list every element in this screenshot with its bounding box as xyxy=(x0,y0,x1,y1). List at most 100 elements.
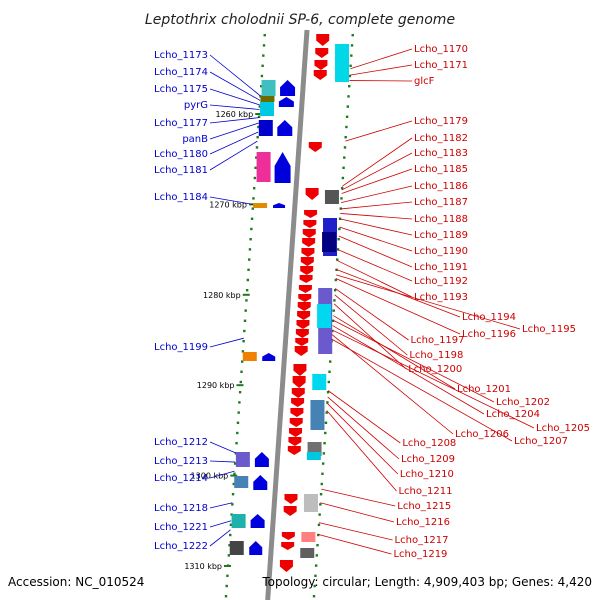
left-rail-dot xyxy=(240,370,243,373)
gene-label[interactable]: Lcho_1209 xyxy=(401,454,455,465)
leader-line xyxy=(326,402,399,475)
leader-line xyxy=(209,122,259,140)
reverse-cds-arrow xyxy=(304,210,318,218)
right-rail-dot xyxy=(331,329,334,333)
gene-label[interactable]: Lcho_1202 xyxy=(496,397,550,408)
gene-label[interactable]: Lcho_1191 xyxy=(414,262,468,273)
gene-label[interactable]: Lcho_1182 xyxy=(414,133,468,144)
gene-label[interactable]: Lcho_1207 xyxy=(514,436,568,447)
right-rail-dot xyxy=(313,584,316,588)
gene-label[interactable]: Lcho_1217 xyxy=(395,535,449,546)
reverse-annotation-block xyxy=(301,532,316,542)
left-rail-dot xyxy=(248,258,251,261)
left-rail-dot xyxy=(257,115,261,118)
gene-label[interactable]: pyrG xyxy=(184,100,208,111)
reverse-cds-arrow xyxy=(301,248,315,257)
right-rail-dot xyxy=(349,64,352,67)
forward-annotation-block xyxy=(258,120,273,136)
gene-label[interactable]: Lcho_1208 xyxy=(402,438,456,449)
gene-label[interactable]: Lcho_1221 xyxy=(154,522,208,533)
right-rail-dot xyxy=(331,319,335,322)
right-rail-dot xyxy=(329,360,332,363)
gene-label[interactable]: Lcho_1216 xyxy=(396,517,450,528)
gene-label[interactable]: Lcho_1179 xyxy=(414,116,468,127)
leader-line xyxy=(341,137,413,187)
gene-label[interactable]: Lcho_1192 xyxy=(414,276,468,287)
reverse-cds-arrow xyxy=(316,34,330,46)
leader-line xyxy=(333,303,407,370)
gene-label[interactable]: Lcho_1218 xyxy=(154,503,208,514)
left-rail-dot xyxy=(227,554,231,557)
right-rail-dot xyxy=(348,85,351,88)
leader-line xyxy=(320,502,395,523)
gene-label[interactable]: Lcho_1186 xyxy=(414,181,468,192)
gene-label[interactable]: Lcho_1171 xyxy=(414,60,468,71)
scale-tick xyxy=(255,113,263,115)
gene-label[interactable]: Lcho_1175 xyxy=(154,84,208,95)
gene-label[interactable]: panB xyxy=(182,134,208,145)
right-rail-dot xyxy=(341,176,345,180)
gene-label[interactable]: Lcho_1201 xyxy=(457,384,511,395)
leader-line xyxy=(335,278,461,335)
gene-label[interactable]: Lcho_1210 xyxy=(400,469,454,480)
right-rail-dot xyxy=(337,238,340,241)
reverse-cds-arrow xyxy=(295,329,309,338)
leader-line xyxy=(327,390,401,444)
gene-labels: Lcho_1173 Lcho_1174 Lcho_1175 pyrG Lcho_1177… xyxy=(154,44,590,560)
gene-label[interactable]: Lcho_1205 xyxy=(536,423,590,434)
gene-label[interactable]: Lcho_1184 xyxy=(154,192,208,203)
reverse-cds-arrow xyxy=(303,220,317,228)
left-rail-dot xyxy=(246,278,250,282)
gene-label[interactable]: Lcho_1200 xyxy=(408,364,462,375)
gene-label[interactable]: Lcho_1199 xyxy=(154,342,208,353)
gene-label[interactable]: Lcho_1187 xyxy=(414,197,468,208)
left-rail-dot xyxy=(242,340,245,343)
gene-label[interactable]: Lcho_1190 xyxy=(414,246,468,257)
reverse-cds-arrow xyxy=(313,70,327,80)
reverse-cds-arrow xyxy=(284,494,298,504)
gene-label[interactable]: Lcho_1194 xyxy=(462,312,516,323)
left-rail-dot xyxy=(253,176,257,180)
reverse-annotation-block xyxy=(317,304,332,328)
gene-label[interactable]: Lcho_1195 xyxy=(522,324,576,335)
leader-line xyxy=(209,104,260,110)
leader-line xyxy=(209,529,231,547)
gene-label[interactable]: Lcho_1170 xyxy=(414,44,468,55)
gene-label[interactable]: Lcho_1188 xyxy=(414,214,468,225)
gene-label[interactable]: Lcho_1189 xyxy=(414,230,468,241)
gene-label[interactable]: Lcho_1198 xyxy=(409,350,463,361)
gene-label[interactable]: Lcho_1180 xyxy=(154,149,208,160)
gene-label[interactable]: Lcho_1212 xyxy=(154,437,208,448)
right-rail-dot xyxy=(326,401,329,404)
gene-label[interactable]: Lcho_1213 xyxy=(154,456,208,467)
reverse-cds-arrow xyxy=(300,266,314,275)
gene-label[interactable]: Lcho_1211 xyxy=(398,486,452,497)
scale-tick-label: 1260 kbp xyxy=(216,110,254,119)
reverse-cds-arrow xyxy=(314,60,328,70)
right-rail-dot xyxy=(348,74,352,78)
right-rail-dot xyxy=(320,482,323,486)
reverse-cds-arrow xyxy=(296,320,310,329)
gene-label[interactable]: Lcho_1215 xyxy=(397,501,451,512)
gene-label[interactable]: Lcho_1173 xyxy=(154,50,208,61)
gene-label[interactable]: Lcho_1185 xyxy=(414,164,468,175)
gene-label[interactable]: Lcho_1214 xyxy=(154,473,208,484)
reverse-annotation-block xyxy=(335,44,350,82)
forward-cds-arrow xyxy=(249,541,263,555)
topology-text: Topology: circular; Length: 4,909,403 bp… xyxy=(261,575,592,589)
gene-label[interactable]: Lcho_1206 xyxy=(455,429,509,440)
gene-label[interactable]: Lcho_1197 xyxy=(411,335,465,346)
gene-label[interactable]: Lcho_1183 xyxy=(414,148,468,159)
reverse-annotation-block xyxy=(312,374,327,390)
gene-label[interactable]: Lcho_1181 xyxy=(154,165,208,176)
gene-label[interactable]: Lcho_1193 xyxy=(414,292,468,303)
gene-label[interactable]: Lcho_1174 xyxy=(154,67,208,78)
gene-label[interactable]: Lcho_1222 xyxy=(154,541,208,552)
left-rail-dot xyxy=(258,105,261,108)
gene-label[interactable]: Lcho_1177 xyxy=(154,118,208,129)
forward-cds-arrow xyxy=(262,353,276,361)
gene-label[interactable]: glcF xyxy=(414,76,435,87)
gene-label[interactable]: Lcho_1196 xyxy=(462,329,516,340)
gene-label[interactable]: Lcho_1204 xyxy=(486,409,540,420)
gene-label[interactable]: Lcho_1219 xyxy=(393,549,447,560)
